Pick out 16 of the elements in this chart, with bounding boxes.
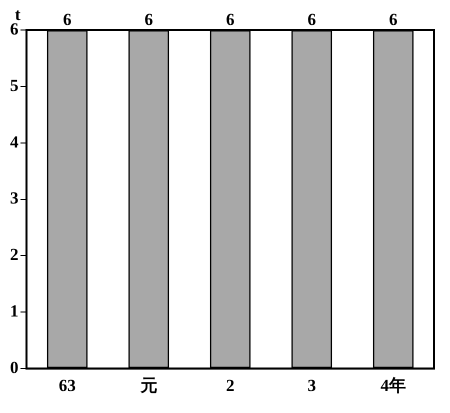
- x-tick-label: 63: [58, 376, 76, 396]
- x-tick-label: 4年: [380, 376, 406, 396]
- y-tick-label: 3: [10, 188, 18, 208]
- data-label: 6: [308, 10, 316, 29]
- x-tick-label: 3: [308, 376, 316, 396]
- y-tick-label: 1: [10, 302, 18, 321]
- data-label: 6: [144, 10, 153, 29]
- data-label: 6: [63, 10, 72, 29]
- y-tick-label: 0: [10, 358, 18, 377]
- y-tick-label: 2: [10, 245, 18, 264]
- x-tick-label: 元: [139, 376, 158, 396]
- data-label: 6: [389, 10, 398, 29]
- y-tick-label: 4: [10, 132, 19, 152]
- data-label: 6: [226, 10, 234, 29]
- y-tick-label: 5: [10, 76, 18, 95]
- x-tick-label: 2: [226, 376, 234, 396]
